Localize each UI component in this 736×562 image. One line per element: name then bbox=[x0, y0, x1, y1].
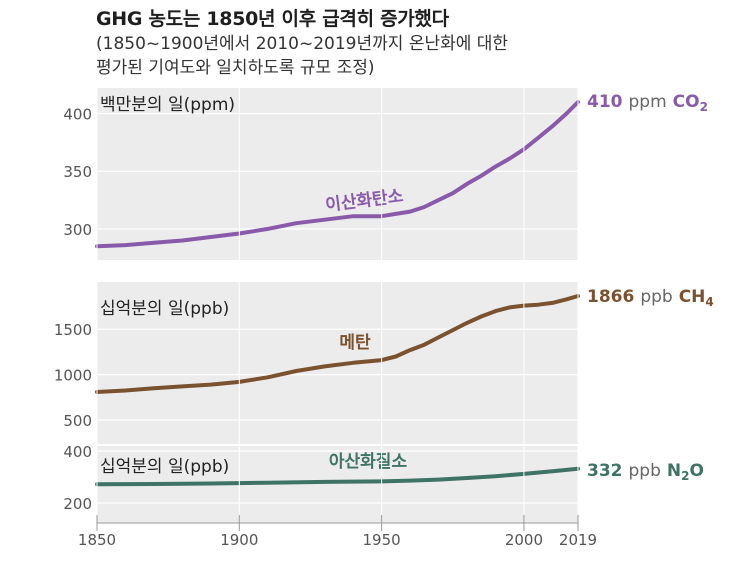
unit-label-ch4: 십억분의 일(ppb) bbox=[100, 299, 229, 319]
end-gas-n2o: N bbox=[667, 461, 681, 481]
subtitle-line-1: (1850~1900년에서 2010~2019년까지 온난화에 대한 bbox=[96, 34, 509, 54]
end-value-label-ch4: 1866 ppb CH4 bbox=[587, 287, 714, 309]
y-tick-label-n2o: 400 bbox=[63, 443, 92, 461]
x-tick-label: 1850 bbox=[78, 531, 116, 549]
series-label-n2o: 아산화질소 bbox=[329, 451, 408, 472]
panel-n2o: 200 400 십억분의 일(ppb) 아산화질소 332 ppb N2O bbox=[63, 443, 704, 523]
end-gas-subscript-ch4: 4 bbox=[705, 295, 713, 309]
end-value-label-co2: 410 ppm CO2 bbox=[587, 92, 708, 114]
y-tick-label-n2o: 200 bbox=[63, 495, 92, 513]
panel-ch4: 500 1000 1500 십억분의 일(ppb) 메탄 1866 ppb CH4 bbox=[54, 282, 714, 444]
y-tick-label-co2: 350 bbox=[63, 163, 92, 181]
y-tick-label-ch4: 1500 bbox=[54, 321, 92, 339]
panel-background-co2 bbox=[97, 88, 578, 260]
series-label-ch4: 메탄 bbox=[339, 333, 371, 353]
end-gas-tail-n2o: O bbox=[689, 461, 703, 481]
x-tick-label: 1950 bbox=[363, 531, 401, 549]
x-tick-label: 2000 bbox=[505, 531, 543, 549]
end-unit-n2o: ppb bbox=[629, 461, 661, 481]
chart-title: GHG 농도는 1850년 이후 급격히 증가했다 bbox=[96, 8, 449, 30]
end-value-co2: 410 bbox=[587, 92, 623, 112]
x-tick-label: 1900 bbox=[220, 531, 258, 549]
subtitle-line-2: 평가된 기여도와 일치하도록 규모 조정) bbox=[96, 58, 375, 78]
end-gas-subscript-co2: 2 bbox=[700, 100, 708, 114]
end-value-ch4: 1866 bbox=[587, 287, 634, 307]
end-gas-ch4: CH bbox=[679, 287, 706, 307]
x-tick-label: 2019 bbox=[559, 531, 597, 549]
y-tick-label-ch4: 500 bbox=[63, 412, 92, 430]
end-unit-ch4: ppb bbox=[640, 287, 672, 307]
end-gas-subscript-n2o: 2 bbox=[681, 469, 689, 483]
y-tick-label-ch4: 1000 bbox=[54, 367, 92, 385]
unit-label-n2o: 십억분의 일(ppb) bbox=[100, 457, 229, 477]
y-tick-label-co2: 300 bbox=[63, 221, 92, 239]
end-gas-co2: CO bbox=[673, 92, 700, 112]
y-tick-label-co2: 400 bbox=[63, 106, 92, 124]
chart-subtitle: (1850~1900년에서 2010~2019년까지 온난화에 대한 평가된 기… bbox=[96, 32, 616, 80]
end-value-n2o: 332 bbox=[587, 461, 623, 481]
end-unit-co2: ppm bbox=[629, 92, 667, 112]
end-value-label-n2o: 332 ppb N2O bbox=[587, 461, 704, 483]
unit-label-co2: 백만분의 일(ppm) bbox=[100, 95, 235, 115]
